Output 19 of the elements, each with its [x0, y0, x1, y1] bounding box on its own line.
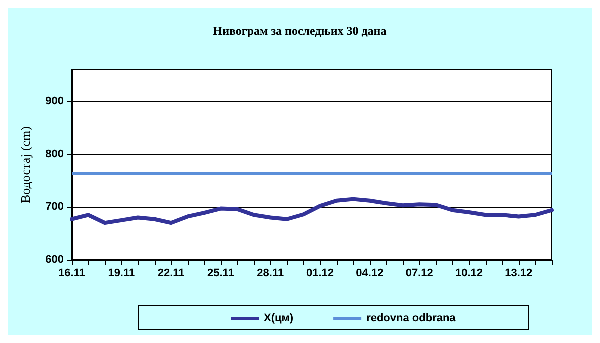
- x-tick-label: 01.12: [306, 268, 334, 280]
- legend-label: X(цм): [264, 312, 294, 324]
- y-tick-label: 900: [46, 96, 64, 108]
- x-tick-label: 22.11: [158, 268, 185, 280]
- y-tick-label: 600: [46, 254, 64, 266]
- line-series: [70, 197, 554, 226]
- x-tick-label: 25.11: [208, 268, 234, 280]
- x-tick-label: 10.12: [455, 268, 484, 280]
- chart-title: Нивограм за последњих 30 дана: [213, 24, 387, 38]
- x-tick-label: 07.12: [406, 268, 434, 280]
- x-tick-label: 04.12: [356, 268, 384, 280]
- y-tick-label: 800: [46, 148, 64, 160]
- x-tick-label: 13.12: [505, 268, 533, 280]
- y-axis-title: Водостај (cm): [18, 126, 33, 204]
- legend-label: redovna odbrana: [366, 312, 457, 324]
- x-tick-label: 19.11: [108, 268, 136, 280]
- y-tick-label: 700: [46, 201, 64, 214]
- x-tick-label: 16.11: [58, 268, 86, 280]
- x-tick-label: 28.11: [257, 268, 284, 280]
